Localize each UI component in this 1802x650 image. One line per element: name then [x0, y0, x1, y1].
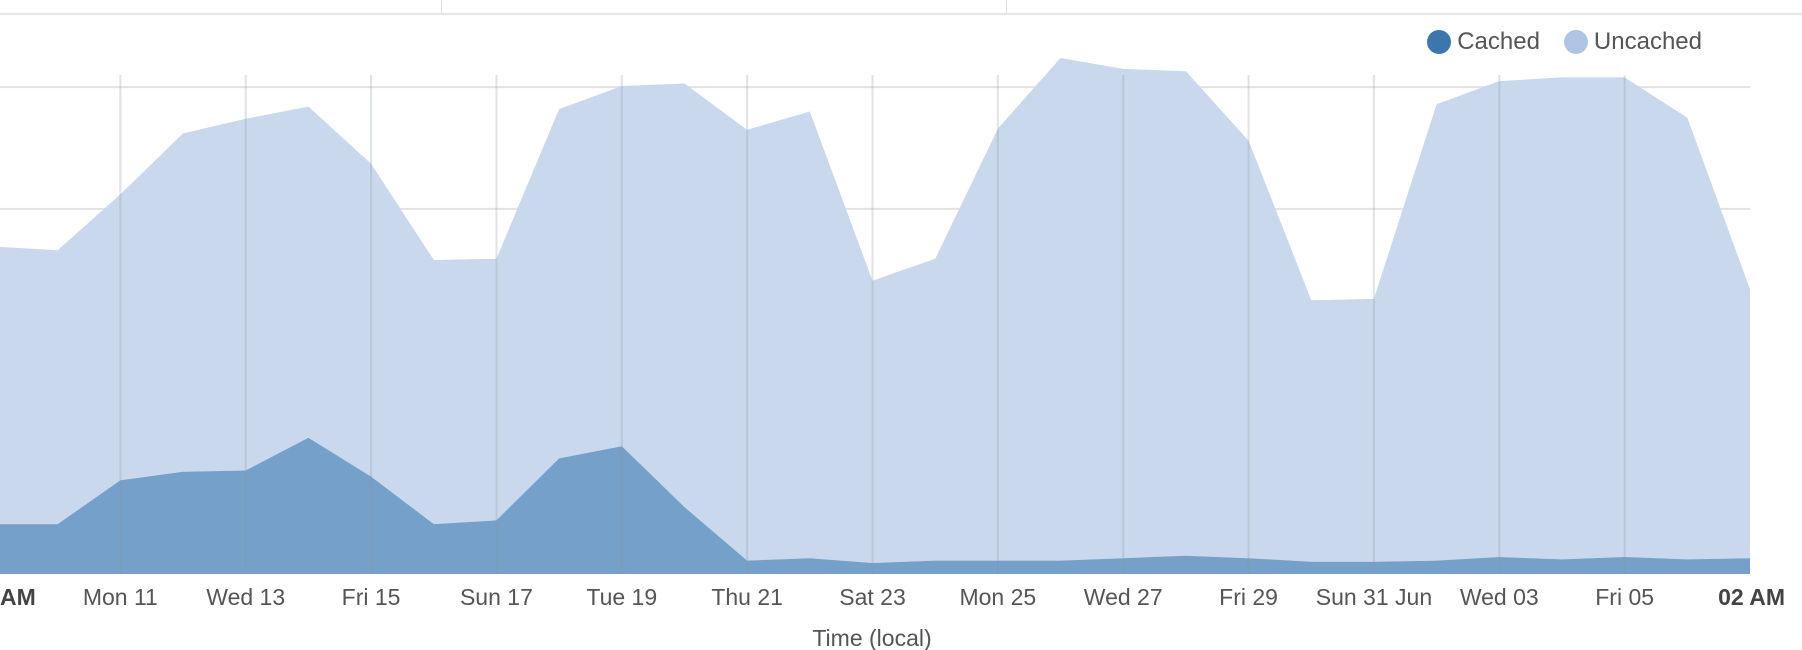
tab-divider: [1006, 0, 1007, 13]
chart-legend: Cached Uncached: [1427, 28, 1702, 56]
vertical-gridlines: [119, 75, 1626, 574]
x-tick-label: Tue 19: [586, 584, 657, 610]
x-tick-label: Mon 25: [959, 584, 1036, 610]
x-tick-label: Mon 11: [83, 584, 158, 610]
x-tick-label: Sun 17: [460, 584, 533, 610]
area-uncached: [0, 58, 1750, 563]
legend-swatch-cached: [1427, 30, 1452, 54]
top-tab-strip: [0, 0, 1802, 15]
x-tick-label: Thu 21: [711, 584, 783, 610]
x-tick-label: 02 AM: [1718, 584, 1785, 610]
legend-item-cached[interactable]: Cached: [1427, 28, 1540, 56]
x-tick-label: AM: [0, 584, 36, 610]
x-axis-tick-labels: AM Mon 11 Wed 13 Fri 15 Sun 17 Tue 19 Thu 21 Sa…: [0, 584, 1785, 610]
legend-label-cached: Cached: [1457, 28, 1540, 55]
tab-divider: [441, 0, 442, 13]
x-tick-label: Fri 29: [1219, 584, 1278, 610]
legend-item-uncached[interactable]: Uncached: [1563, 28, 1702, 56]
x-tick-label: Sun 31 Jun: [1316, 584, 1432, 610]
x-tick-label: Sat 23: [839, 584, 906, 610]
chart-areas: [0, 58, 1750, 574]
area-cached: [0, 437, 1750, 574]
x-tick-label: Wed 03: [1460, 584, 1539, 610]
x-tick-label: Fri 05: [1595, 584, 1654, 610]
legend-label-uncached: Uncached: [1593, 28, 1702, 55]
x-axis-title: Time (local): [812, 625, 931, 650]
legend-swatch-uncached: [1563, 30, 1588, 54]
x-tick-label: Wed 13: [206, 584, 285, 610]
x-tick-label: Fri 15: [342, 584, 401, 610]
x-tick-label: Wed 27: [1084, 584, 1163, 610]
